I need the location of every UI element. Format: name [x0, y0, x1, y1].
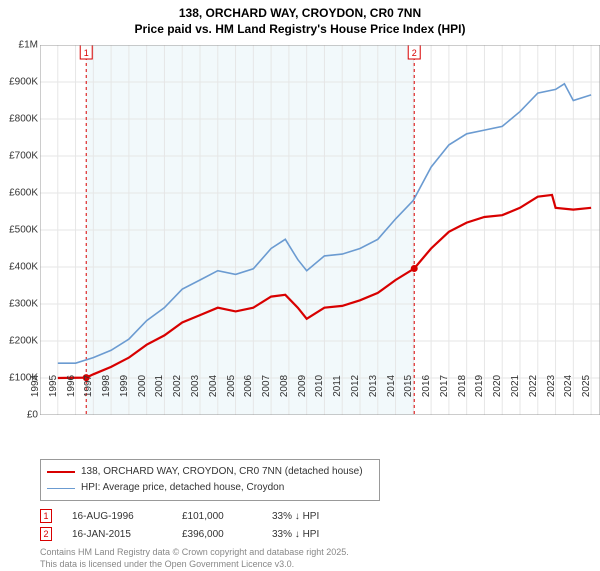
x-tick-label: 2021: [510, 375, 521, 397]
footnote: Contains HM Land Registry data © Crown c…: [40, 547, 590, 570]
event-price: £396,000: [182, 529, 252, 540]
x-tick-label: 2000: [137, 375, 148, 397]
x-tick-label: 2024: [563, 375, 574, 397]
event-date: 16-AUG-1996: [72, 511, 162, 522]
legend-swatch: [47, 471, 75, 473]
x-tick-label: 2012: [350, 375, 361, 397]
legend-label: 138, ORCHARD WAY, CROYDON, CR0 7NN (deta…: [81, 464, 363, 480]
title-line2: Price paid vs. HM Land Registry's House …: [10, 22, 590, 38]
x-tick-label: 2001: [154, 375, 165, 397]
event-point: [411, 265, 418, 272]
x-tick-label: 2008: [279, 375, 290, 397]
legend-box: 138, ORCHARD WAY, CROYDON, CR0 7NN (deta…: [40, 459, 380, 501]
event-date: 16-JAN-2015: [72, 529, 162, 540]
x-tick-label: 1995: [48, 375, 59, 397]
x-tick-label: 2017: [439, 375, 450, 397]
chart-container: 138, ORCHARD WAY, CROYDON, CR0 7NN Price…: [0, 0, 600, 560]
x-tick-label: 2007: [261, 375, 272, 397]
y-tick-label: £1M: [8, 40, 38, 51]
y-tick-label: £800K: [8, 114, 38, 125]
x-tick-label: 2014: [386, 375, 397, 397]
x-tick-label: 1996: [66, 375, 77, 397]
x-tick-label: 1999: [119, 375, 130, 397]
legend-item: HPI: Average price, detached house, Croy…: [47, 480, 373, 496]
chart-title: 138, ORCHARD WAY, CROYDON, CR0 7NN Price…: [10, 6, 590, 37]
event-flag-label: 2: [412, 48, 417, 58]
event-row: 2 16-JAN-2015 £396,000 33% ↓ HPI: [40, 527, 590, 541]
x-tick-label: 1994: [30, 375, 41, 397]
footnote-line1: Contains HM Land Registry data © Crown c…: [40, 547, 590, 559]
plot-svg: 12: [40, 45, 600, 415]
legend-label: HPI: Average price, detached house, Croy…: [81, 480, 284, 496]
x-tick-label: 2016: [421, 375, 432, 397]
x-tick-label: 2010: [314, 375, 325, 397]
x-tick-label: 2018: [457, 375, 468, 397]
legend-swatch: [47, 488, 75, 489]
x-axis: 1994199519961997199819992000200120022003…: [30, 382, 590, 422]
x-tick-label: 2013: [368, 375, 379, 397]
event-delta: 33% ↓ HPI: [272, 529, 319, 540]
y-tick-label: £900K: [8, 77, 38, 88]
x-tick-label: 2023: [546, 375, 557, 397]
event-flag-label: 1: [84, 48, 89, 58]
plot-area: 12 £0£100K£200K£300K£400K£500K£600K£700K…: [40, 45, 600, 415]
x-tick-label: 1997: [83, 375, 94, 397]
x-tick-label: 2025: [581, 375, 592, 397]
legend-item: 138, ORCHARD WAY, CROYDON, CR0 7NN (deta…: [47, 464, 373, 480]
event-marker: 2: [40, 527, 52, 541]
event-price: £101,000: [182, 511, 252, 522]
y-axis: £0£100K£200K£300K£400K£500K£600K£700K£80…: [8, 45, 38, 415]
x-tick-label: 2019: [474, 375, 485, 397]
x-tick-label: 1998: [101, 375, 112, 397]
x-tick-label: 2022: [528, 375, 539, 397]
x-tick-label: 2003: [190, 375, 201, 397]
y-tick-label: £300K: [8, 299, 38, 310]
x-tick-label: 2005: [226, 375, 237, 397]
event-row: 1 16-AUG-1996 £101,000 33% ↓ HPI: [40, 509, 590, 523]
y-tick-label: £200K: [8, 336, 38, 347]
y-tick-label: £400K: [8, 262, 38, 273]
title-line1: 138, ORCHARD WAY, CROYDON, CR0 7NN: [10, 6, 590, 22]
x-tick-label: 2015: [403, 375, 414, 397]
footnote-line2: This data is licensed under the Open Gov…: [40, 559, 590, 571]
event-table: 1 16-AUG-1996 £101,000 33% ↓ HPI 2 16-JA…: [40, 509, 590, 541]
y-tick-label: £700K: [8, 151, 38, 162]
x-tick-label: 2002: [172, 375, 183, 397]
event-delta: 33% ↓ HPI: [272, 511, 319, 522]
x-tick-label: 2011: [332, 375, 343, 397]
x-tick-label: 2006: [243, 375, 254, 397]
x-tick-label: 2004: [208, 375, 219, 397]
x-tick-label: 2009: [297, 375, 308, 397]
y-tick-label: £600K: [8, 188, 38, 199]
x-tick-label: 2020: [492, 375, 503, 397]
y-tick-label: £500K: [8, 225, 38, 236]
event-marker: 1: [40, 509, 52, 523]
